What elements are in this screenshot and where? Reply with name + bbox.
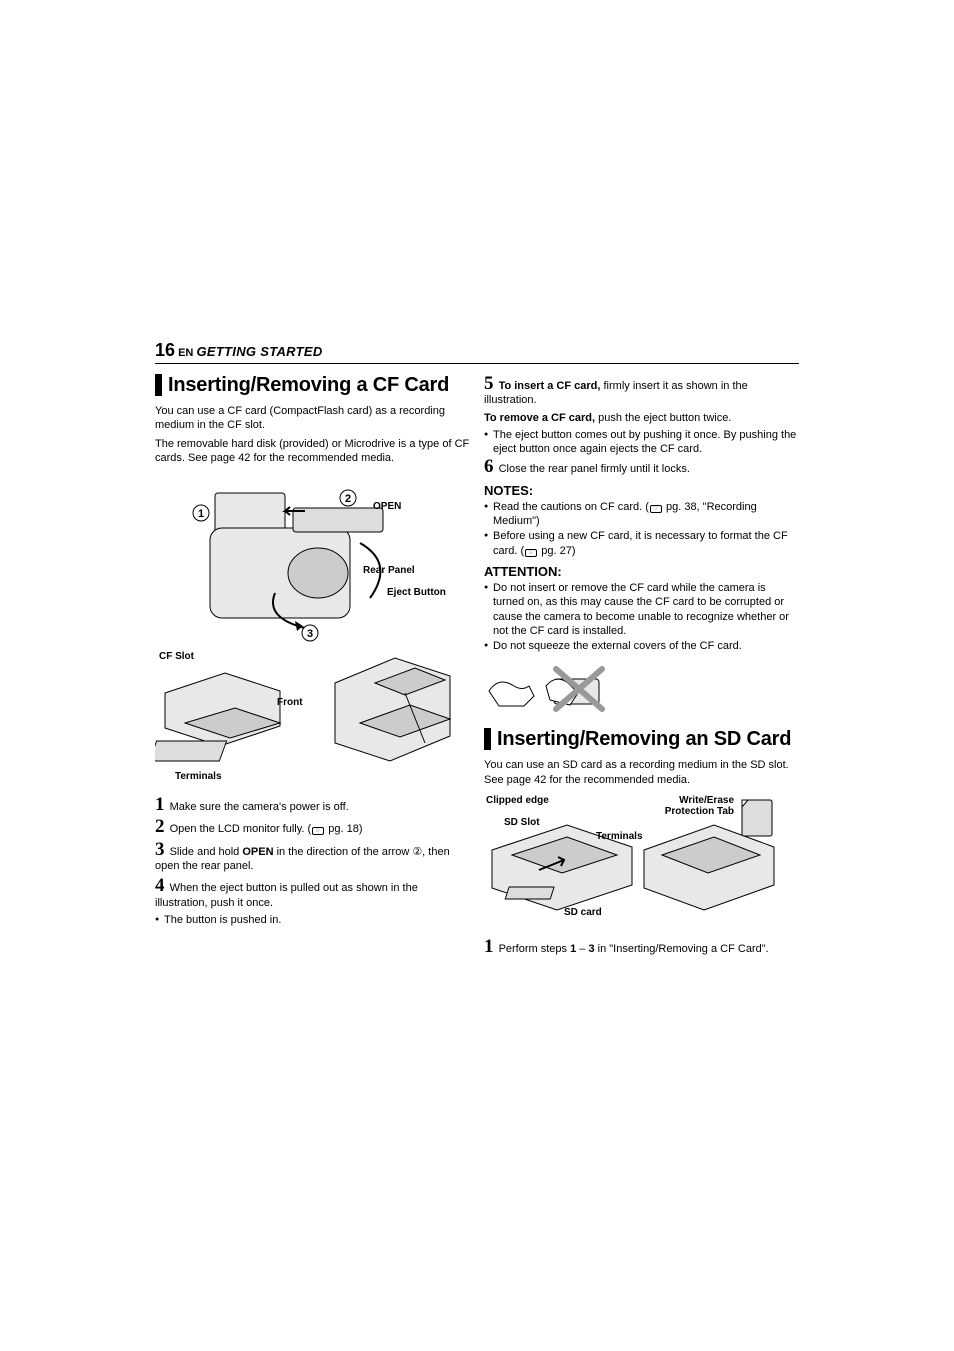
squeeze-svg <box>484 661 634 716</box>
cf-squeeze-illustration <box>484 661 799 716</box>
step-text: Open the LCD monitor fully. ( <box>170 823 312 835</box>
label-cf-slot: CF Slot <box>159 651 194 662</box>
sd-illustration: Clipped edge Write/Erase Protection Tab … <box>484 795 799 925</box>
label-clipped-edge: Clipped edge <box>486 795 549 806</box>
svg-text:3: 3 <box>307 628 313 640</box>
step-number-icon: 1 <box>484 936 494 957</box>
step-number-icon: 3 <box>155 839 165 860</box>
cf-step-5: 5 To insert a CF card, firmly insert it … <box>484 374 799 408</box>
attention-item: Do not insert or remove the CF card whil… <box>484 581 799 638</box>
cf-heading: Inserting/Removing a CF Card <box>155 374 470 396</box>
sd-heading: Inserting/Removing an SD Card <box>484 728 799 750</box>
step-text: in "Inserting/Removing a CF Card". <box>595 943 769 955</box>
note-item: Before using a new CF card, it is necess… <box>484 529 799 558</box>
step-number-icon: 4 <box>155 875 165 896</box>
step-text: – <box>576 943 588 955</box>
label-sd-slot: SD Slot <box>504 817 540 828</box>
sd-diagram-svg <box>484 795 784 925</box>
label-terminals: Terminals <box>175 771 222 782</box>
step-number-icon: 6 <box>484 456 494 477</box>
step-text: push the eject button twice. <box>595 412 731 424</box>
cf-step-5-bullets: The eject button comes out by pushing it… <box>484 428 799 457</box>
step-number-icon: 2 <box>155 816 165 837</box>
sd-intro: You can use an SD card as a recording me… <box>484 758 799 787</box>
language-code: EN <box>178 347 193 359</box>
content-columns: Inserting/Removing a CF Card You can use… <box>155 374 799 959</box>
attention-title: ATTENTION: <box>484 564 799 579</box>
page-header: 16 EN GETTING STARTED <box>155 340 799 364</box>
attention-list: Do not insert or remove the CF card whil… <box>484 581 799 653</box>
cf-step-5-remove: To remove a CF card, push the eject butt… <box>484 411 799 425</box>
cf-intro-2: The removable hard disk (provided) or Mi… <box>155 437 470 466</box>
bullet-item: The button is pushed in. <box>155 913 470 927</box>
label-write-erase: Write/Erase Protection Tab <box>664 795 734 817</box>
note-item: Read the cautions on CF card. (☞ pg. 38,… <box>484 500 799 529</box>
cf-diagram-svg: 1 2 3 <box>155 473 455 783</box>
cf-step-1: 1 Make sure the camera's power is off. <box>155 795 470 814</box>
right-column: 5 To insert a CF card, firmly insert it … <box>484 374 799 959</box>
step-text: Slide and hold <box>170 846 243 858</box>
page-ref-icon: ☞ <box>525 549 537 557</box>
cf-step-6: 6 Close the rear panel firmly until it l… <box>484 457 799 476</box>
page-ref-icon: ☞ <box>312 827 324 835</box>
svg-text:2: 2 <box>345 493 351 505</box>
attention-item: Do not squeeze the external covers of th… <box>484 639 799 653</box>
step-text-bold: To remove a CF card, <box>484 412 595 424</box>
step-number-icon: 5 <box>484 373 494 394</box>
sd-step-1: 1 Perform steps 1 – 3 in "Inserting/Remo… <box>484 937 799 956</box>
cf-step-4: 4 When the eject button is pulled out as… <box>155 876 470 910</box>
svg-text:1: 1 <box>198 508 204 520</box>
step-text-bold: To insert a CF card, <box>499 380 601 392</box>
cf-step-2: 2 Open the LCD monitor fully. (☞ pg. 18) <box>155 817 470 836</box>
step-text: When the eject button is pulled out as s… <box>155 882 418 908</box>
step-number-icon: 1 <box>155 794 165 815</box>
step-text: pg. 18) <box>325 823 362 835</box>
step-text: Close the rear panel firmly until it loc… <box>499 463 690 475</box>
cf-illustration: 1 2 3 OPEN Rear <box>155 473 470 783</box>
label-sd-card: SD card <box>564 907 602 918</box>
page-ref-icon: ☞ <box>650 505 662 513</box>
page-number: 16 <box>155 340 175 360</box>
cf-intro-1: You can use a CF card (CompactFlash card… <box>155 404 470 433</box>
section-name: GETTING STARTED <box>196 344 322 359</box>
cf-step-4-bullets: The button is pushed in. <box>155 913 470 927</box>
left-column: Inserting/Removing a CF Card You can use… <box>155 374 470 959</box>
label-front: Front <box>277 697 303 708</box>
notes-title: NOTES: <box>484 483 799 498</box>
step-text-bold: OPEN <box>242 846 273 858</box>
label-rear-panel: Rear Panel <box>363 565 415 576</box>
step-text: Perform steps <box>499 943 571 955</box>
cf-step-3: 3 Slide and hold OPEN in the direction o… <box>155 840 470 874</box>
label-terminals: Terminals <box>596 831 643 842</box>
notes-list: Read the cautions on CF card. (☞ pg. 38,… <box>484 500 799 558</box>
label-open: OPEN <box>373 501 401 512</box>
label-eject-button: Eject Button <box>387 587 446 598</box>
bullet-item: The eject button comes out by pushing it… <box>484 428 799 457</box>
step-text: Make sure the camera's power is off. <box>170 801 349 813</box>
